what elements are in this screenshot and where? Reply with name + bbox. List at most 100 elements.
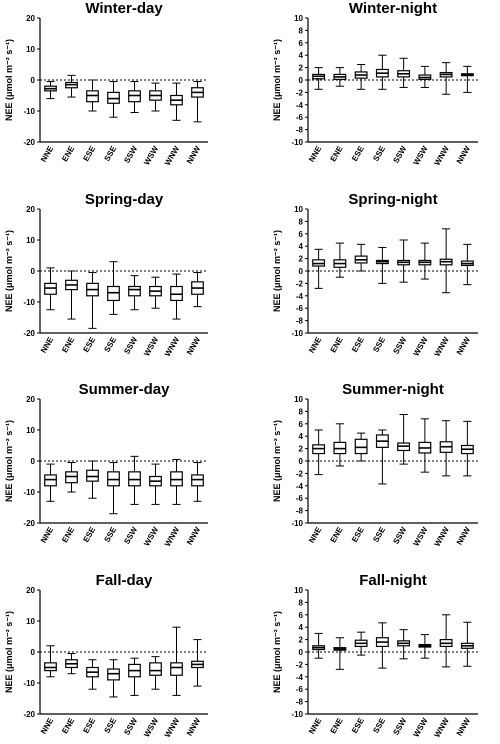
box-wnw	[439, 614, 453, 668]
box-nne	[44, 81, 57, 100]
x-tick-label: WSW	[142, 525, 160, 548]
x-tick-label: WSW	[142, 716, 160, 739]
box-wnw	[170, 626, 183, 696]
x-tick-label: WNW	[433, 525, 451, 548]
chart-panel-3: Spring-day NEE (μmol m⁻² s⁻¹) NNE ENE ESE SSE…	[4, 191, 208, 358]
chart-panel-1: Winter-day NEE (μmol m⁻² s⁻¹) NNE ENE ESE SSE…	[4, 0, 208, 167]
x-tick-label: WSW	[142, 144, 160, 167]
x-tick-label: NNE	[39, 716, 56, 736]
box-wsw	[418, 418, 432, 473]
x-tick-label: SSW	[391, 716, 408, 737]
x-tick-label: ESE	[81, 525, 97, 544]
chart-title: Winter-day	[85, 0, 163, 17]
y-tick-label: -10	[291, 329, 303, 338]
chart-title: Winter-night	[349, 0, 437, 17]
box-nnw	[460, 243, 474, 286]
x-tick-label: NNW	[455, 144, 473, 165]
y-tick-label: 0	[299, 76, 304, 85]
y-tick-label: 6	[299, 611, 304, 620]
y-tick-label: -6	[296, 685, 304, 694]
y-tick-label: 8	[299, 407, 304, 416]
x-tick-label: SSE	[371, 716, 387, 735]
y-tick-label: -10	[23, 679, 35, 688]
y-tick-label: -10	[23, 488, 35, 497]
y-tick-label: 8	[299, 598, 304, 607]
y-tick-label: -10	[23, 107, 35, 116]
x-tick-label: NNE	[307, 335, 324, 355]
x-tick-label: SSE	[102, 525, 118, 544]
box-wsw	[149, 656, 162, 690]
y-axis-label: NEE (μmol m⁻² s⁻¹)	[272, 39, 282, 121]
y-tick-label: -8	[296, 126, 304, 135]
box-sse	[107, 81, 120, 118]
box-ssw	[128, 275, 141, 311]
x-tick-label: SSE	[371, 144, 387, 163]
y-tick-label: 4	[299, 51, 304, 60]
y-tick-label: 2	[299, 64, 304, 73]
x-tick-label: WNW	[163, 716, 181, 739]
y-tick-label: -4	[296, 482, 304, 491]
x-tick-label: SSE	[102, 144, 118, 163]
y-tick-label: 20	[26, 586, 35, 595]
x-tick-label: SSW	[122, 144, 139, 165]
box-nne	[44, 463, 57, 502]
y-tick-label: -10	[291, 519, 303, 528]
y-tick-label: 0	[299, 457, 304, 466]
box-nne	[44, 267, 57, 311]
y-tick-label: 10	[294, 14, 303, 23]
box-sse	[107, 462, 120, 515]
y-axis-label: NEE (μmol m⁻² s⁻¹)	[4, 611, 14, 693]
y-axis-label: NEE (μmol m⁻² s⁻¹)	[272, 230, 282, 312]
y-tick-label: -10	[23, 298, 35, 307]
y-tick-label: -6	[296, 113, 304, 122]
x-tick-label: SSW	[122, 335, 139, 356]
x-tick-label: NNE	[307, 525, 324, 545]
box-wsw	[149, 276, 162, 309]
x-tick-label: SSW	[122, 525, 139, 546]
x-tick-label: ESE	[350, 144, 366, 163]
y-tick-label: -6	[296, 304, 304, 313]
x-tick-label: WNW	[433, 144, 451, 167]
box-nne	[312, 429, 326, 476]
chart-panel-6: Summer-night NEE (μmol m⁻² s⁻¹) NNE ENE ESE S…	[272, 381, 478, 548]
box-nnw	[460, 65, 474, 93]
chart-panel-4: Spring-night NEE (μmol m⁻² s⁻¹) NNE ENE ESE S…	[272, 191, 478, 358]
x-tick-label: NNE	[39, 335, 56, 355]
x-tick-label: NNW	[185, 716, 203, 737]
chart-title: Summer-night	[342, 381, 444, 398]
chart-title: Fall-night	[359, 572, 427, 589]
box-ene	[333, 67, 347, 87]
y-tick-label: 8	[299, 217, 304, 226]
y-tick-label: -10	[291, 710, 303, 719]
box-ese	[86, 659, 99, 690]
y-tick-label: 20	[26, 395, 35, 404]
box-ssw	[128, 455, 141, 505]
y-tick-label: 2	[299, 255, 304, 264]
box-nne	[312, 67, 326, 90]
x-tick-label: NNW	[455, 525, 473, 546]
y-tick-label: 0	[31, 457, 36, 466]
box-wsw	[149, 463, 162, 505]
box-ene	[333, 423, 347, 467]
y-tick-label: 0	[299, 267, 304, 276]
y-tick-label: -2	[296, 660, 304, 669]
box-ese	[86, 272, 99, 329]
box-wsw	[149, 82, 162, 112]
x-tick-label: SSW	[122, 716, 139, 737]
y-tick-label: -4	[296, 673, 304, 682]
chart-panel-2: Winter-night NEE (μmol m⁻² s⁻¹) NNE ENE ESE S…	[272, 0, 478, 167]
y-axis-label: NEE (μmol m⁻² s⁻¹)	[272, 420, 282, 502]
y-tick-label: -20	[23, 519, 35, 528]
x-tick-label: SSE	[102, 335, 118, 354]
box-ssw	[128, 657, 141, 696]
box-ene	[333, 637, 347, 670]
x-tick-label: NNE	[307, 716, 324, 736]
y-tick-label: -4	[296, 101, 304, 110]
y-tick-label: 20	[26, 205, 35, 214]
y-tick-label: 10	[294, 205, 303, 214]
box-sse	[375, 429, 389, 485]
box-nnw	[191, 639, 204, 687]
x-tick-label: ENE	[60, 144, 76, 163]
y-tick-label: -20	[23, 138, 35, 147]
